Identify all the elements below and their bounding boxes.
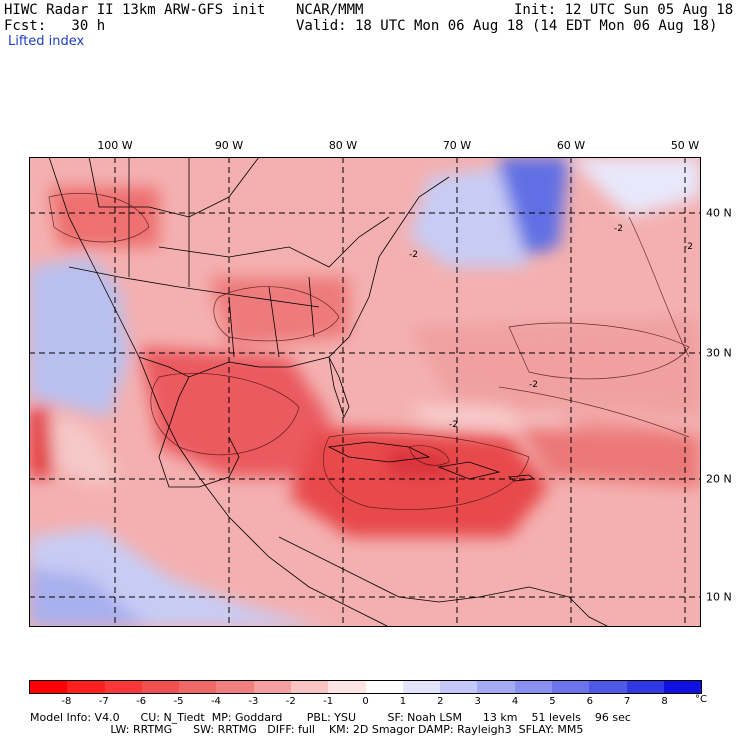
map-frame xyxy=(29,157,701,627)
lon-label-60w: 60 W xyxy=(556,139,586,152)
colorbar-label: -1 xyxy=(323,696,334,707)
colorbar-swatch xyxy=(67,681,105,693)
lon-label-50w: 50 W xyxy=(670,139,700,152)
colorbar-unit: °C xyxy=(695,694,707,705)
colorbar-swatch xyxy=(30,681,68,693)
colorbar-swatch xyxy=(328,681,366,693)
lifted-index-map: -2 -2 -2 -2 -2 xyxy=(29,157,701,627)
lat-label-40n: 40 N xyxy=(706,206,732,220)
colorbar-label: -2 xyxy=(285,696,296,707)
colorbar-swatch xyxy=(514,681,552,693)
colorbar-label: 5 xyxy=(549,696,556,707)
center-label: NCAR/MMM xyxy=(296,2,364,18)
contours xyxy=(48,192,690,510)
colorbar-swatch xyxy=(402,681,441,693)
colorbar-label: 0 xyxy=(362,696,369,707)
lon-label-80w: 80 W xyxy=(328,139,358,152)
contour-label: -2 xyxy=(614,224,623,234)
colorbar-label: 8 xyxy=(661,696,668,707)
lat-label-20n: 20 N xyxy=(706,472,732,486)
colorbar-swatch xyxy=(179,681,217,693)
colorbar-label: -7 xyxy=(98,696,109,707)
lon-label-100w: 100 W xyxy=(97,139,133,152)
colorbar-swatch xyxy=(216,681,254,693)
colorbar-label: -5 xyxy=(173,696,184,707)
valid-time: Valid: 18 UTC Mon 06 Aug 18 (14 EDT Mon … xyxy=(296,18,718,34)
colorbar-label: -4 xyxy=(210,696,221,707)
colorbar-swatch xyxy=(626,681,664,693)
contour-label: -2 xyxy=(409,250,418,260)
contour-label-group: -2 -2 -2 -2 -2 xyxy=(409,224,693,430)
colorbar-swatch xyxy=(663,681,702,693)
colorbar-swatch xyxy=(440,681,478,693)
colorbar-label: 6 xyxy=(586,696,594,707)
lat-lon-grid xyxy=(29,157,701,627)
colorbar-label: -3 xyxy=(248,696,259,707)
forecast-hour: Fcst: 30 h xyxy=(4,18,106,34)
model-title: HIWC Radar II 13km ARW-GFS init xyxy=(4,2,266,18)
contour-label: -2 xyxy=(449,420,458,430)
colorbar-swatch xyxy=(253,681,291,693)
colorbar-swatch xyxy=(477,681,515,693)
model-info-line1: Model Info: V4.0 CU: N_Tiedt MP: Goddard… xyxy=(30,711,631,724)
lon-label-90w: 90 W xyxy=(214,139,244,152)
contour-label: -2 xyxy=(529,380,538,390)
colorbar-label: 1 xyxy=(399,696,407,707)
colorbar-label: 7 xyxy=(624,696,631,707)
field-name: Lifted index xyxy=(8,34,85,49)
lat-label-10n: 10 N xyxy=(706,590,732,604)
colorbar-swatch xyxy=(365,681,403,693)
colorbar-swatch xyxy=(290,681,329,693)
lat-label-30n: 30 N xyxy=(706,346,732,360)
colorbar-label: -6 xyxy=(136,696,147,707)
colorbar-swatch xyxy=(589,681,627,693)
colorbar-swatch xyxy=(141,681,180,693)
colorbar-label: -8 xyxy=(61,696,72,707)
colorbar xyxy=(29,680,702,694)
model-info-line2: LW: RRTMG SW: RRTMG DIFF: full KM: 2D Sm… xyxy=(30,723,584,736)
contour-label: -2 xyxy=(684,242,693,252)
colorbar-label: 4 xyxy=(511,696,519,707)
colorbar-label: 3 xyxy=(474,696,481,707)
lon-label-70w: 70 W xyxy=(442,139,472,152)
colorbar-swatch xyxy=(104,681,142,693)
shading-field xyxy=(29,157,701,627)
init-time: Init: 12 UTC Sun 05 Aug 18 xyxy=(514,2,734,18)
colorbar-label: 2 xyxy=(437,696,444,707)
colorbar-swatch xyxy=(551,681,590,693)
